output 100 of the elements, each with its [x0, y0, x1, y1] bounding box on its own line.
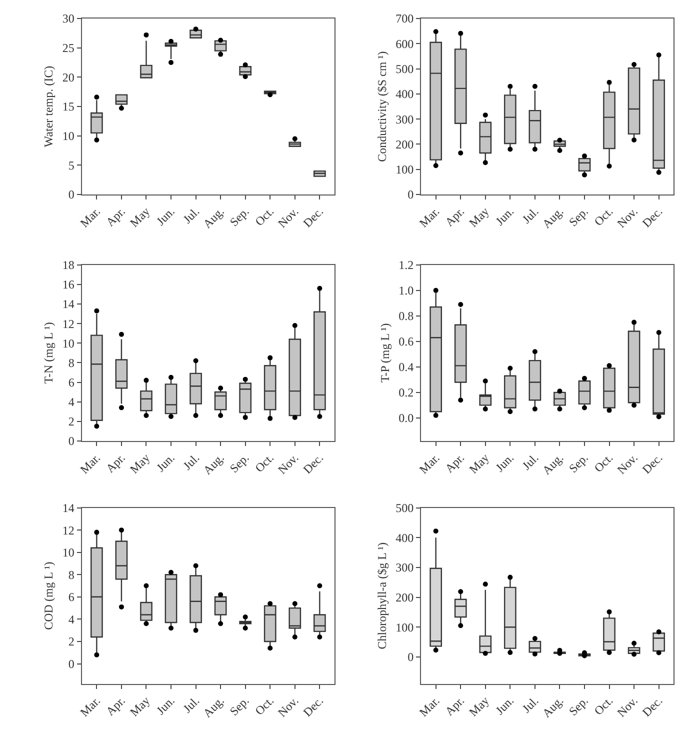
y-tick-label: 16: [62, 278, 74, 292]
y-tick-label: 1.2: [398, 258, 414, 272]
y-tick-label: 0: [68, 188, 74, 202]
y-tick-label: 18: [62, 258, 74, 272]
x-tick-label: Dec.: [300, 204, 326, 230]
y-tick-label: 20: [62, 70, 74, 84]
x-tick-label: Apr.: [103, 694, 128, 718]
x-tick-label: Mar.: [416, 694, 442, 720]
x-tick-label: Oct.: [252, 694, 276, 718]
y-tick-label: 100: [396, 620, 414, 634]
x-tick-label: Aug.: [539, 450, 566, 478]
x-tick-label: Dec.: [300, 694, 326, 720]
x-tick-label: May: [127, 450, 153, 476]
y-tick-label: 0.0: [398, 411, 414, 426]
x-tick-label: Oct.: [252, 204, 276, 229]
y-tick-label: 0.8: [398, 309, 414, 324]
x-tick-label: Aug.: [200, 204, 227, 232]
x-tick-label: Sep.: [566, 450, 591, 476]
y-tick-label: 10: [62, 336, 74, 350]
x-tick-label: Sep.: [226, 694, 252, 718]
x-tick-label: Nov.: [614, 694, 640, 720]
y-tick-label: 2: [68, 414, 74, 429]
x-tick-label: Nov.: [614, 204, 640, 230]
y-axis-title: Chlorophyll-a ($g L ¹): [374, 542, 389, 650]
y-tick-label: 15: [62, 100, 74, 114]
y-axis-title: Water temp. (IC): [42, 66, 56, 148]
x-tick-label: Apr.: [103, 450, 128, 476]
x-tick-label: Apr.: [442, 204, 467, 230]
x-tick-label: Apr.: [442, 694, 467, 718]
x-tick-label: Jun.: [154, 450, 178, 475]
x-tick-label: Apr.: [442, 450, 467, 476]
y-tick-label: 200: [396, 137, 414, 152]
x-tick-label: Nov.: [275, 694, 302, 720]
y-tick-label: 400: [396, 530, 414, 545]
x-tick-label: Nov.: [275, 204, 302, 230]
x-tick-label: Sep.: [226, 450, 252, 476]
x-tick-label: Oct.: [591, 204, 616, 229]
y-tick-label: 6: [68, 375, 74, 390]
y-tick-label: 500: [396, 62, 414, 76]
x-tick-label: May: [127, 204, 153, 230]
y-tick-label: 6: [68, 590, 74, 604]
x-tick-label: May: [466, 450, 492, 476]
x-tick-label: Aug.: [200, 450, 227, 478]
x-tick-label: Nov.: [614, 450, 640, 477]
y-tick-label: 700: [396, 12, 414, 26]
x-tick-label: Aug.: [539, 694, 566, 720]
y-tick-label: 2: [68, 634, 74, 649]
y-tick-label: 14: [62, 297, 74, 312]
y-tick-label: 1.0: [398, 284, 414, 298]
x-tick-label: Jun.: [154, 204, 178, 228]
x-tick-label: Mar.: [77, 694, 104, 720]
y-tick-label: 14: [62, 501, 74, 515]
y-axis-title: Conductivity ($S cm ¹): [374, 51, 389, 162]
x-tick-label: May: [466, 694, 492, 720]
x-tick-label: Nov.: [275, 450, 302, 477]
x-tick-label: Oct.: [252, 450, 276, 476]
x-tick-label: Jun.: [154, 694, 178, 718]
y-tick-label: 500: [396, 501, 414, 515]
y-tick-label: 30: [62, 12, 74, 26]
y-tick-label: 8: [68, 356, 74, 370]
x-tick-label: Jul.: [519, 694, 542, 716]
x-tick-label: Jun.: [492, 204, 517, 228]
x-tick-label: Mar.: [416, 204, 442, 230]
y-tick-label: 12: [62, 523, 74, 538]
x-tick-label: Sep.: [566, 694, 591, 718]
x-tick-label: Dec.: [639, 694, 666, 720]
x-tick-label: Sep.: [566, 204, 591, 230]
y-tick-label: 0: [408, 188, 414, 202]
x-tick-label: Aug.: [539, 204, 566, 232]
y-tick-label: 0.4: [398, 360, 414, 374]
y-axis-title: T-P (mg L ¹): [378, 323, 392, 383]
x-tick-label: Jul.: [180, 694, 202, 716]
y-tick-label: 0: [68, 434, 74, 448]
y-tick-label: 0: [68, 656, 74, 671]
x-tick-label: Mar.: [77, 204, 104, 230]
y-tick-label: 12: [62, 316, 74, 331]
y-tick-label: 10: [62, 129, 74, 144]
x-tick-label: Sep.: [226, 204, 252, 230]
x-tick-label: Jul.: [519, 204, 542, 226]
x-tick-label: Apr.: [103, 204, 128, 230]
x-tick-label: May: [127, 694, 153, 720]
x-tick-label: Jun.: [492, 450, 517, 475]
y-tick-label: 0.6: [398, 334, 414, 349]
x-tick-label: Jul.: [180, 450, 202, 473]
x-tick-label: Jul.: [180, 204, 202, 226]
x-tick-label: Jul.: [519, 450, 542, 473]
x-tick-label: Dec.: [639, 450, 666, 476]
y-tick-label: 25: [62, 41, 74, 56]
x-tick-label: May: [466, 204, 492, 230]
y-tick-label: 0.2: [398, 386, 414, 400]
y-tick-label: 10: [62, 546, 74, 560]
y-tick-label: 0: [408, 650, 414, 664]
y-tick-label: 300: [396, 112, 414, 126]
x-tick-label: Mar.: [416, 450, 442, 476]
x-tick-label: Dec.: [300, 450, 326, 476]
y-tick-label: 8: [68, 568, 74, 582]
y-tick-label: 400: [396, 87, 414, 102]
y-axis-title: T-N (mg L ¹): [42, 322, 56, 384]
y-tick-label: 200: [396, 590, 414, 604]
x-tick-label: Oct.: [591, 694, 616, 718]
